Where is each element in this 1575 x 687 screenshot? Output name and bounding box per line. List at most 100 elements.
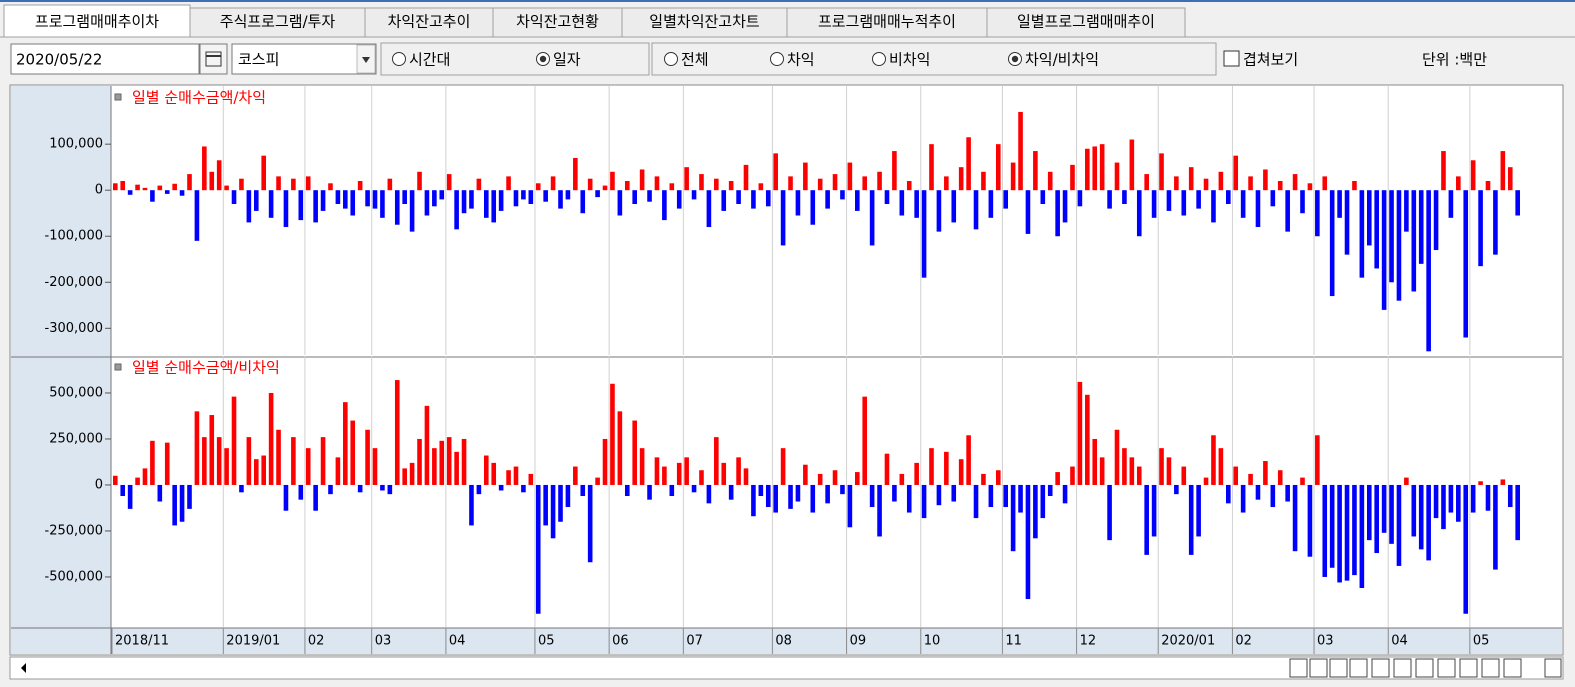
bar xyxy=(313,484,318,511)
radio-button[interactable] xyxy=(872,52,886,66)
bar xyxy=(899,473,905,485)
bar xyxy=(929,144,934,191)
bar xyxy=(469,484,474,526)
bar xyxy=(1255,190,1261,228)
bar xyxy=(484,455,489,485)
bar xyxy=(513,190,519,207)
overlay-checkbox[interactable] xyxy=(1223,50,1240,67)
bar xyxy=(113,183,118,191)
bar xyxy=(610,171,615,191)
tab[interactable] xyxy=(621,7,788,38)
bar xyxy=(958,167,964,191)
bar xyxy=(1418,484,1424,550)
bar xyxy=(721,462,727,485)
tool-button[interactable] xyxy=(1415,658,1434,678)
bar xyxy=(899,190,905,216)
bar xyxy=(194,190,200,241)
chart-title: 일별 순매수금액/차익 xyxy=(132,89,266,107)
bar xyxy=(179,190,185,196)
bar xyxy=(1248,473,1253,485)
bar xyxy=(1485,180,1491,191)
date-text: 2020/05/22 xyxy=(16,51,102,69)
radio-label: 비차익 xyxy=(889,51,930,69)
bar xyxy=(446,174,452,191)
bar xyxy=(209,171,215,191)
nav-button[interactable] xyxy=(1309,658,1328,678)
radio-label: 시간대 xyxy=(409,51,450,69)
tool-button[interactable] xyxy=(1371,658,1390,678)
nav-button[interactable] xyxy=(1289,658,1308,678)
bar xyxy=(1374,484,1379,554)
market-select[interactable] xyxy=(231,43,377,75)
bar xyxy=(535,183,541,191)
bar xyxy=(365,190,370,207)
tool-button[interactable] xyxy=(1437,658,1456,678)
tab[interactable] xyxy=(364,7,494,38)
bar xyxy=(476,484,482,495)
bar xyxy=(357,484,363,493)
y-tick-label: -200,000 xyxy=(45,275,103,290)
radio-dot xyxy=(1011,55,1019,63)
tool-button[interactable] xyxy=(1544,658,1562,678)
radio-button[interactable] xyxy=(770,52,784,66)
bar xyxy=(1485,484,1491,511)
bar xyxy=(1418,190,1424,264)
bar xyxy=(1404,190,1409,232)
bar xyxy=(1218,448,1224,485)
radio-label: 차익/비차익 xyxy=(1025,51,1099,69)
tab[interactable] xyxy=(3,4,191,38)
bar xyxy=(714,178,719,191)
tab[interactable] xyxy=(786,7,988,38)
bar xyxy=(194,411,200,485)
bar xyxy=(981,473,986,485)
bar xyxy=(461,190,467,214)
x-tick-label: 10 xyxy=(924,634,941,649)
bar xyxy=(261,155,266,191)
nav-button[interactable] xyxy=(1349,658,1368,678)
bar xyxy=(343,190,348,209)
bar xyxy=(142,187,148,191)
bar xyxy=(1307,183,1313,191)
bar xyxy=(380,190,385,218)
bar xyxy=(476,178,482,191)
bar xyxy=(647,190,652,202)
bar xyxy=(1389,484,1394,544)
tab[interactable] xyxy=(492,7,623,38)
tool-button[interactable] xyxy=(1459,658,1478,678)
scroll-left[interactable] xyxy=(21,663,26,673)
scrollbar[interactable] xyxy=(9,656,1564,680)
y-tick-label: -100,000 xyxy=(45,229,103,244)
bar xyxy=(484,190,489,218)
tool-button[interactable] xyxy=(1503,658,1522,678)
bar xyxy=(1515,484,1520,541)
tab[interactable] xyxy=(189,7,366,38)
tool-button[interactable] xyxy=(1393,658,1412,678)
bar xyxy=(1099,457,1105,485)
tab[interactable] xyxy=(986,7,1186,38)
bar xyxy=(1322,484,1328,577)
radio-button[interactable] xyxy=(392,52,406,66)
bar xyxy=(587,178,593,191)
y-tick-label: -500,000 xyxy=(45,569,103,584)
radio-label: 차익 xyxy=(787,51,815,69)
bar xyxy=(587,484,593,563)
bar xyxy=(1047,484,1053,496)
bar xyxy=(1151,190,1157,218)
bar xyxy=(1404,477,1409,485)
bar xyxy=(202,146,207,191)
bar xyxy=(765,484,771,508)
bar xyxy=(973,190,979,230)
bar xyxy=(699,470,704,485)
tab-label: 프로그램매매누적추이 xyxy=(818,13,956,31)
bar xyxy=(283,484,289,511)
date-input[interactable] xyxy=(10,43,200,75)
radio-button[interactable] xyxy=(664,52,678,66)
tool-button[interactable] xyxy=(1481,658,1500,678)
bar xyxy=(543,190,548,202)
calendar-button[interactable] xyxy=(199,43,228,75)
bar xyxy=(328,183,333,191)
bar xyxy=(1433,484,1439,519)
nav-button[interactable] xyxy=(1329,658,1348,678)
bar xyxy=(246,437,252,485)
bar xyxy=(120,180,126,191)
